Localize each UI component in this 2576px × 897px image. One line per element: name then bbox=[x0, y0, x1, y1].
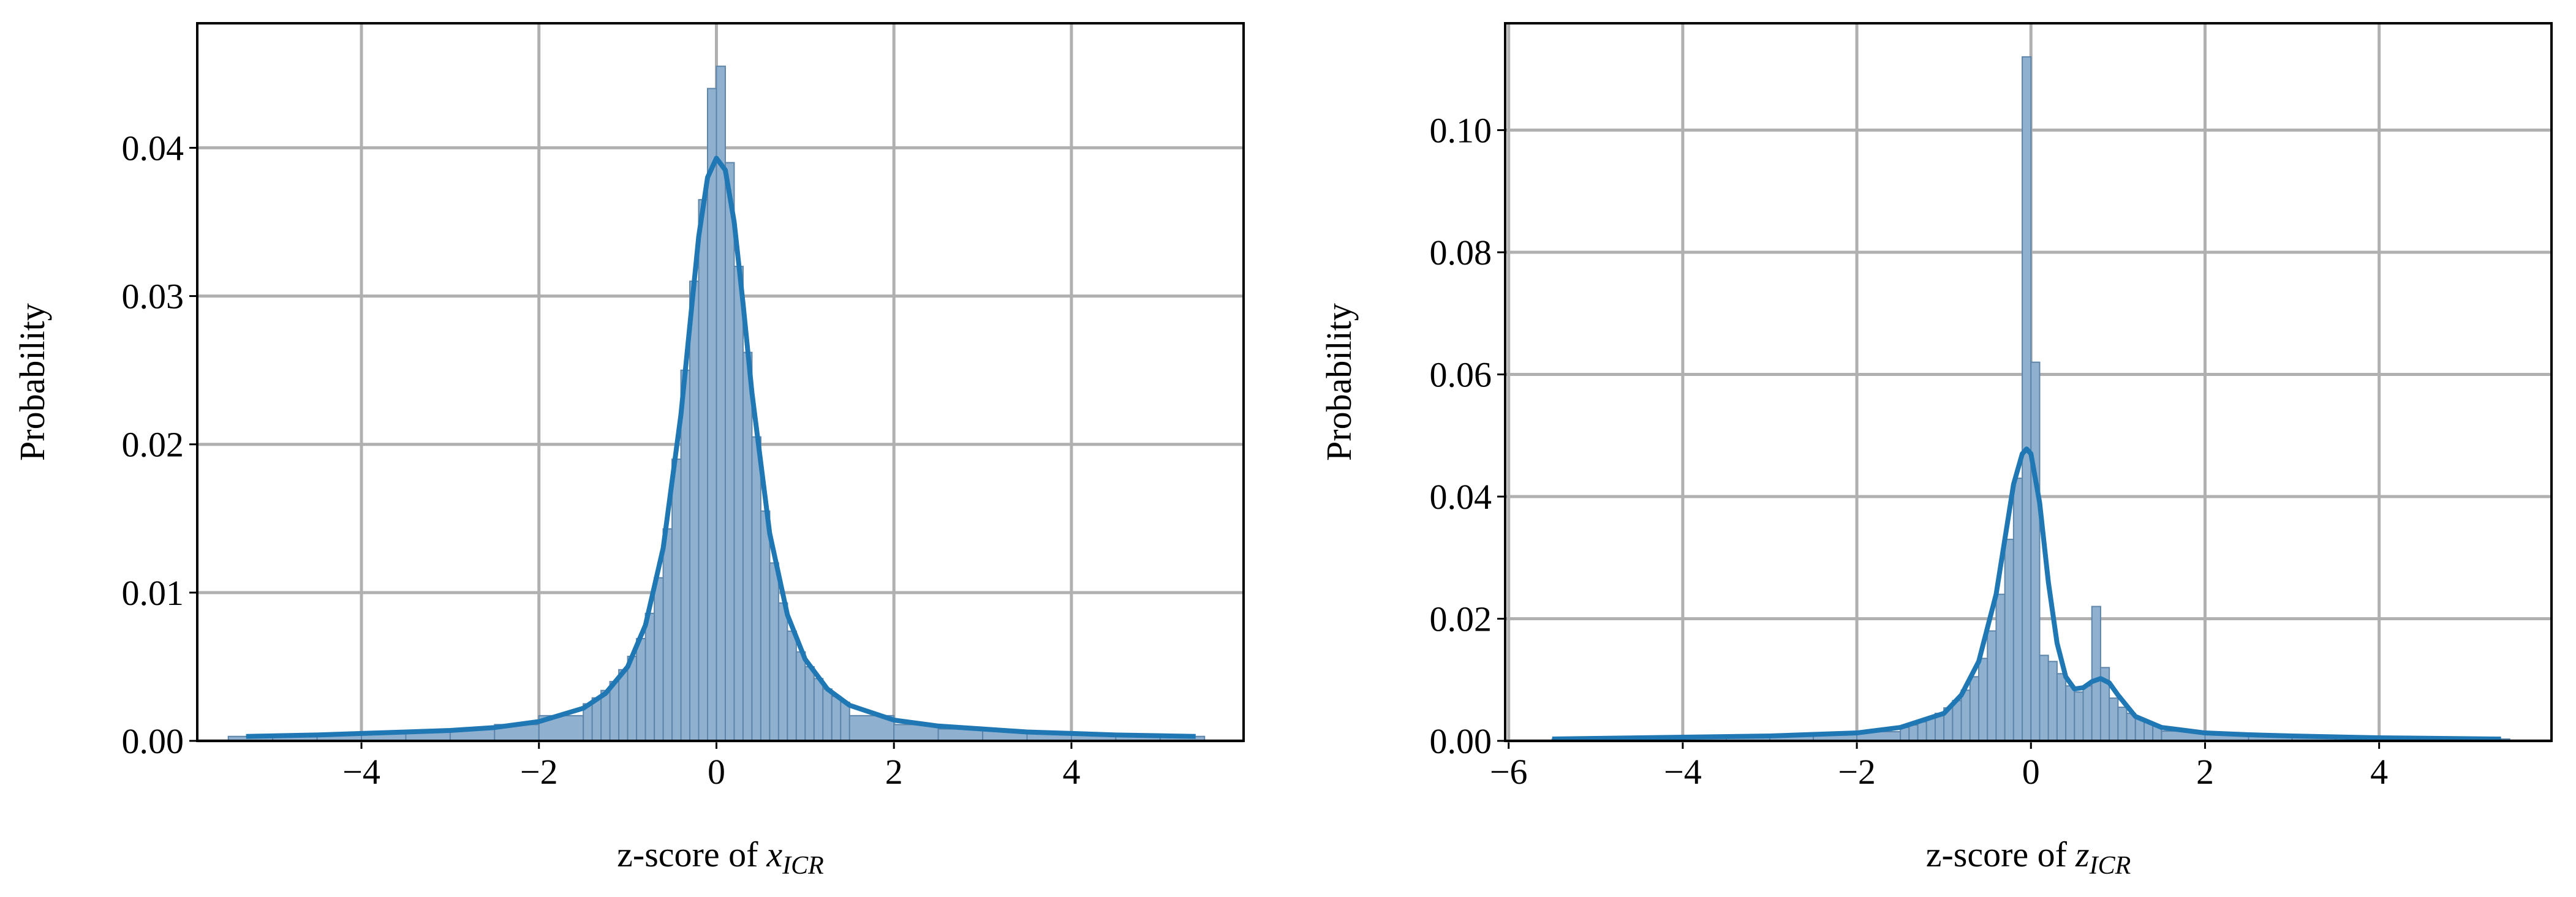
histogram-bar bbox=[831, 696, 842, 741]
x-tick-label: 2 bbox=[2196, 752, 2214, 792]
histogram-bar bbox=[733, 266, 744, 741]
x-tick-label: 0 bbox=[708, 752, 725, 792]
y-tick-label: 0.00 bbox=[1430, 721, 1492, 761]
axes-frame bbox=[196, 22, 1245, 742]
histogram-bar bbox=[813, 678, 824, 741]
y-tick-label: 0.10 bbox=[1430, 111, 1492, 151]
histogram-bar bbox=[1917, 721, 1927, 741]
histogram-bar bbox=[618, 669, 629, 741]
histogram-bar bbox=[2004, 538, 2014, 741]
histogram-bar bbox=[724, 162, 735, 742]
x-axis-label-text: z-score of bbox=[1926, 835, 2068, 874]
x-tick-label: −4 bbox=[342, 752, 380, 792]
histogram-bar bbox=[795, 651, 806, 741]
x-tick-label: 4 bbox=[1062, 752, 1080, 792]
y-tick-label: 0.01 bbox=[122, 573, 184, 613]
histogram-bar bbox=[1995, 593, 2006, 742]
histogram-bar bbox=[760, 510, 771, 741]
histogram-bar bbox=[627, 655, 638, 742]
histogram-bar bbox=[742, 351, 753, 741]
y-tick-label: 0.02 bbox=[122, 425, 184, 465]
histogram-bar bbox=[2012, 478, 2023, 742]
histogram-bar bbox=[1978, 658, 1989, 742]
histogram-bar bbox=[1908, 724, 1919, 742]
histogram-bar bbox=[1960, 689, 1971, 741]
histogram-bar bbox=[2065, 685, 2076, 741]
x-tick-label: −2 bbox=[520, 752, 558, 792]
histogram-bar bbox=[2109, 697, 2119, 741]
x-tick-label: 2 bbox=[885, 752, 903, 792]
x-tick-label: −4 bbox=[1664, 752, 1702, 792]
x-tick-label: −6 bbox=[1490, 752, 1528, 792]
histogram-bar bbox=[2022, 56, 2032, 741]
x-tick-label: 0 bbox=[2022, 752, 2040, 792]
histogram-bar bbox=[680, 369, 691, 741]
y-tick-label: 0.02 bbox=[1430, 599, 1492, 639]
y-tick-label: 0.04 bbox=[1430, 477, 1492, 517]
histogram-bar bbox=[822, 688, 833, 741]
x-axis-label-subscript: ICR bbox=[2089, 852, 2131, 880]
y-tick-label: 0.03 bbox=[122, 277, 184, 317]
x-tick-label: −2 bbox=[1838, 752, 1876, 792]
x-axis-label-subscript: ICR bbox=[782, 852, 824, 880]
histogram-bar bbox=[1969, 676, 1980, 741]
histogram-bar bbox=[2117, 707, 2128, 741]
histogram-bar bbox=[706, 88, 717, 742]
histogram-bar bbox=[777, 602, 788, 741]
histogram-bar bbox=[1987, 630, 1997, 742]
x-axis-label: z-score of zICR bbox=[1926, 835, 2131, 880]
y-tick-label: 0.06 bbox=[1430, 355, 1492, 395]
y-tick-label: 0.00 bbox=[122, 721, 184, 761]
y-tick-label: 0.04 bbox=[122, 128, 184, 168]
histogram-bar bbox=[689, 280, 700, 741]
histogram-bar bbox=[2082, 685, 2093, 741]
histogram-bar bbox=[2074, 691, 2084, 741]
histogram-bar bbox=[636, 637, 646, 741]
kde-line bbox=[1552, 446, 2501, 742]
x-axis-label-text: z-score of bbox=[617, 835, 758, 874]
histogram-bar bbox=[698, 199, 708, 741]
histogram-bar bbox=[2091, 606, 2101, 741]
histogram-bar bbox=[840, 702, 850, 742]
histogram-bar bbox=[654, 577, 664, 741]
histogram-bar bbox=[609, 681, 620, 742]
y-axis-label: Probability bbox=[12, 303, 52, 461]
histogram-bar bbox=[787, 630, 797, 742]
y-axis-label: Probability bbox=[1319, 303, 1359, 461]
histogram-bar bbox=[1925, 718, 1936, 742]
y-tick-label: 0.08 bbox=[1430, 233, 1492, 272]
x-axis-label: z-score of xICR bbox=[617, 835, 824, 880]
axes-frame bbox=[1504, 22, 2553, 742]
x-axis-label-symbol: x bbox=[766, 835, 782, 874]
x-tick-label: 4 bbox=[2370, 752, 2388, 792]
histogram-bar bbox=[2047, 661, 2058, 741]
histogram-bar bbox=[2030, 361, 2041, 741]
x-axis-label-symbol: z bbox=[2075, 835, 2090, 874]
histogram-bar bbox=[644, 612, 655, 742]
histogram-bar bbox=[751, 436, 761, 741]
histogram-bar bbox=[804, 666, 815, 742]
subplot: −4 −2 0 2 4 0.00 0.01 0.02 0.03 0.04 Probability z-… bbox=[12, 22, 1245, 880]
subplot: −6 −4 −2 0 2 4 0.00 0.02 0.04 0.06 0.08 0.10 Probabi… bbox=[1319, 22, 2553, 880]
histogram-bar bbox=[2039, 655, 2049, 741]
histogram-bar bbox=[662, 528, 673, 742]
histogram-bar bbox=[671, 458, 682, 741]
kde-line bbox=[246, 156, 1196, 739]
histogram-bar bbox=[769, 562, 779, 742]
histogram-bar bbox=[2056, 673, 2067, 742]
histogram-bar bbox=[1952, 700, 1962, 741]
